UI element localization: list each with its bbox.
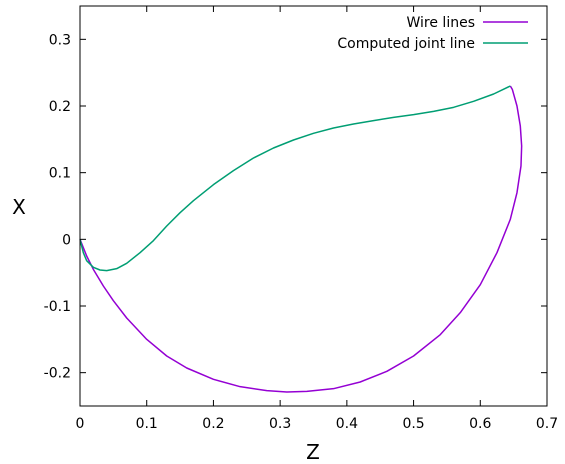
x-tick-label: 0.4: [336, 416, 358, 432]
x-tick-label: 0.3: [269, 416, 291, 432]
y-axis: -0.2 -0.1 0 0.1 0.2 0.3: [44, 32, 547, 382]
y-axis-title: X: [12, 195, 26, 219]
x-axis-title: Z: [306, 440, 320, 464]
x-tick-label: 0.7: [536, 416, 558, 432]
y-tick-label: 0: [62, 232, 71, 248]
y-tick-label: -0.1: [44, 299, 71, 315]
legend-label-0: Wire lines: [407, 15, 476, 31]
x-tick-label: 0.6: [469, 416, 491, 432]
series-line-1: [79, 85, 511, 272]
series-line-0: [79, 85, 523, 393]
y-tick-label: -0.2: [44, 366, 71, 382]
legend: Wire lines Computed joint line: [337, 15, 528, 52]
y-tick-label: 0.2: [49, 99, 71, 115]
plot-frame: [79, 5, 548, 407]
x-tick-label: 0.2: [202, 416, 224, 432]
y-tick-label: 0.1: [49, 166, 71, 182]
x-axis: 0 0.1 0.2 0.3 0.4 0.5 0.6 0.7: [76, 6, 558, 432]
legend-label-1: Computed joint line: [337, 36, 475, 52]
plot-area: [79, 85, 523, 393]
x-tick-label: 0.1: [136, 416, 158, 432]
x-tick-label: 0: [76, 416, 85, 432]
y-tick-label: 0.3: [49, 32, 71, 48]
x-tick-label: 0.5: [402, 416, 424, 432]
